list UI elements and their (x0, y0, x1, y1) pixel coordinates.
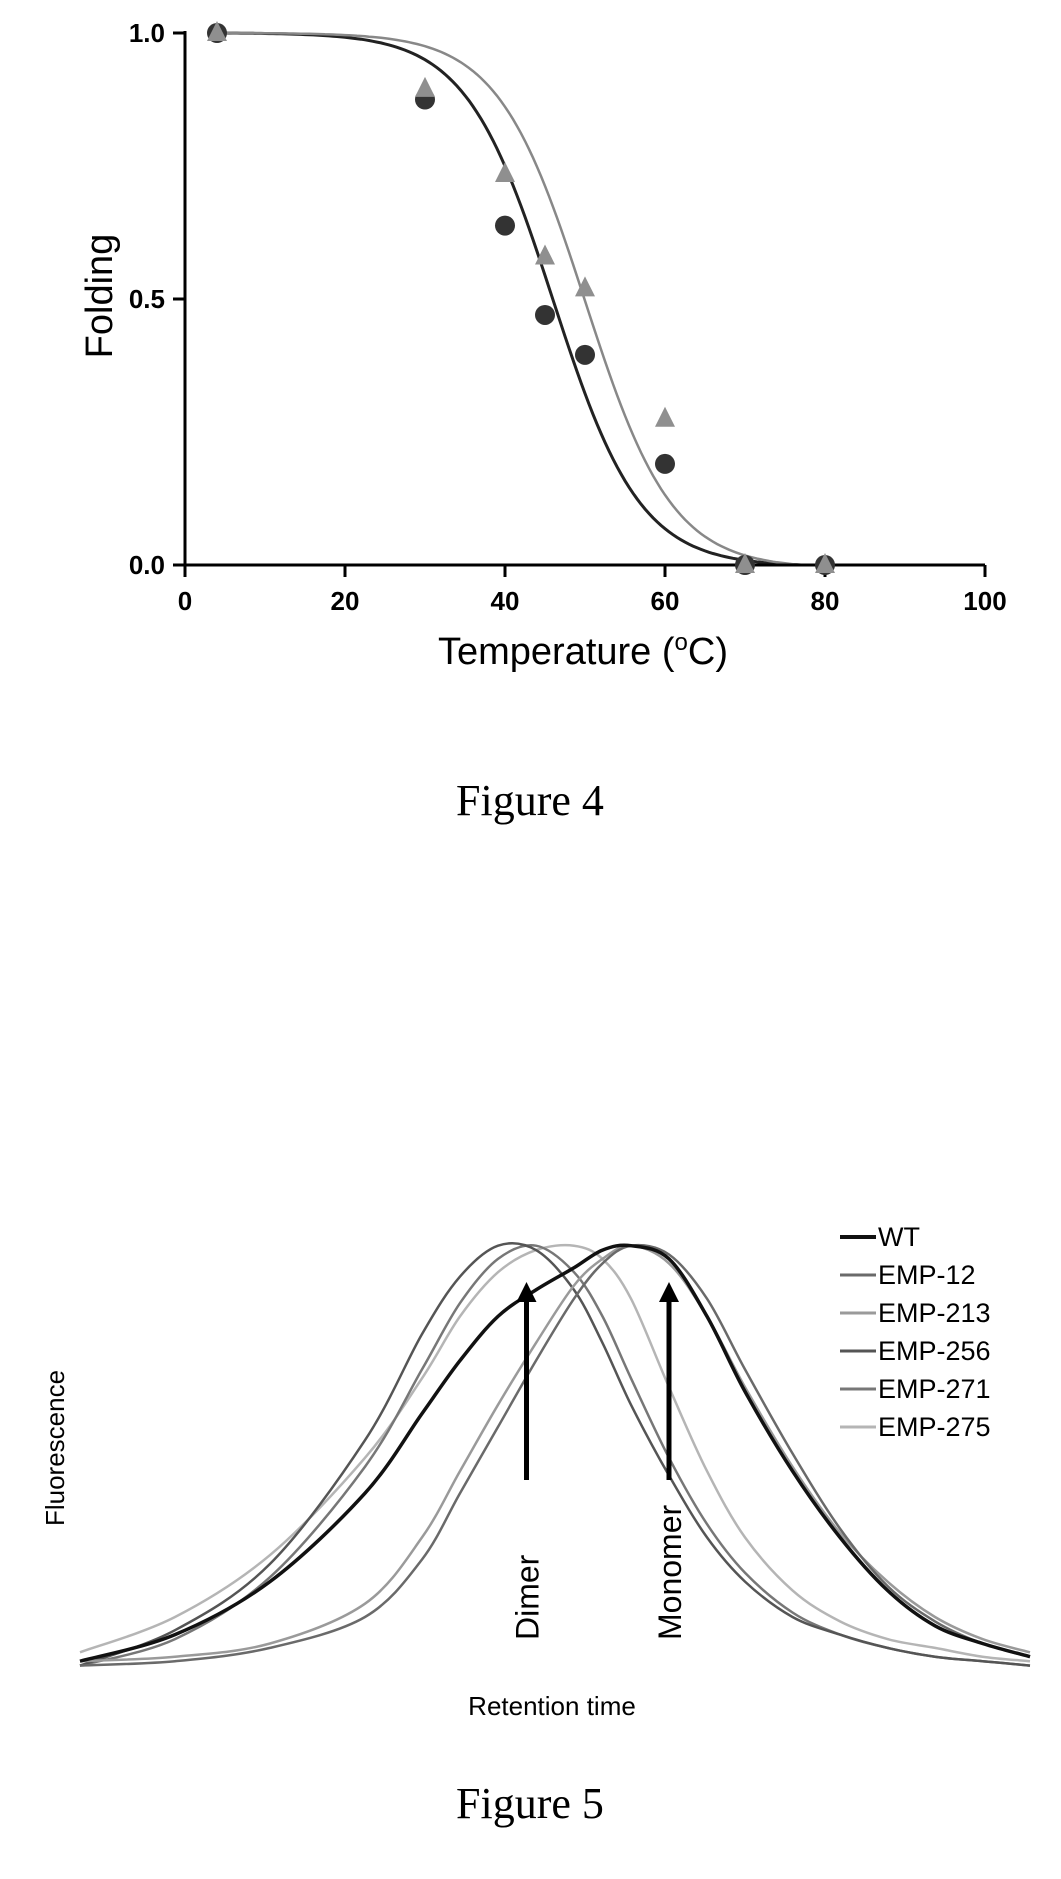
y-tick-label: 1.0 (129, 18, 165, 48)
fit-curve-2 (217, 31, 809, 567)
legend: WT EMP-12 EMP-213 EMP-256 EMP-271 EMP-275 (840, 1222, 991, 1442)
data-points (207, 21, 835, 575)
legend-label: EMP-256 (878, 1336, 991, 1366)
y-axis-label: Fluorescence (40, 1370, 70, 1526)
data-point-triangle (207, 21, 227, 41)
data-point-triangle (495, 161, 515, 182)
peak-arrows: Dimer Monomer (510, 1282, 688, 1641)
legend-label: EMP-271 (878, 1374, 991, 1404)
data-point-circle (535, 304, 555, 325)
x-axis-label-main: Temperature ( (438, 631, 675, 673)
x-axis-label: Temperature (oC) (438, 629, 728, 673)
x-tick-label: 60 (651, 586, 680, 616)
x-tick-label: 80 (811, 586, 840, 616)
data-point-triangle (415, 76, 435, 97)
chromatogram-lines (79, 1241, 1031, 1667)
x-axis-label: Retention time (468, 1691, 636, 1721)
data-point-circle (575, 344, 595, 365)
legend-label: WT (878, 1222, 920, 1252)
fit-curve-1 (217, 31, 809, 567)
axes (173, 31, 987, 577)
x-tick-label: 40 (491, 586, 520, 616)
data-point-circle (655, 453, 675, 474)
y-tick-label: 0.5 (129, 284, 165, 314)
data-point-triangle (655, 406, 675, 427)
x-axis-label-superscript: o (675, 629, 688, 656)
legend-label: EMP-12 (878, 1260, 976, 1290)
x-tick-label: 20 (331, 586, 360, 616)
figure5-chart: Dimer Monomer WT EMP-12 EMP-213 EMP-256 EMP-2… (40, 1222, 1031, 1721)
y-axis-label: Folding (79, 234, 121, 359)
y-tick-label: 0.0 (129, 550, 165, 580)
legend-label: EMP-213 (878, 1298, 991, 1328)
data-point-circle (495, 215, 515, 236)
series-line-emp-256 (79, 1241, 1031, 1667)
figure5-caption: Figure 5 (456, 1779, 604, 1828)
figure4-caption: Figure 4 (456, 776, 604, 825)
data-point-triangle (815, 553, 835, 573)
fit-curves (217, 31, 809, 567)
data-point-triangle (535, 244, 555, 265)
annotation-dimer: Dimer (510, 1554, 546, 1640)
annotation-monomer: Monomer (652, 1505, 688, 1641)
tick-labels: 0 20 40 60 80 100 0.0 0.5 1.0 (129, 18, 1007, 616)
figure4-chart: 0 20 40 60 80 100 0.0 0.5 1.0 Folding Temperatur… (79, 18, 1007, 673)
x-tick-label: 100 (963, 586, 1006, 616)
series-line-emp-12 (79, 1243, 1031, 1667)
x-tick-label: 0 (178, 586, 192, 616)
x-axis-label-unit: C) (688, 631, 728, 673)
series-line-wt (79, 1243, 1031, 1663)
data-point-triangle (735, 553, 755, 573)
legend-label: EMP-275 (878, 1412, 991, 1442)
data-point-triangle (575, 276, 595, 297)
